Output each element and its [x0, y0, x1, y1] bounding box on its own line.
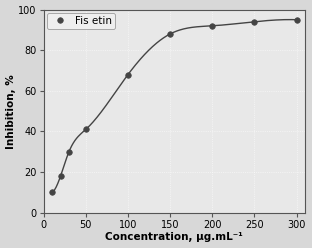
Y-axis label: Inhibition, %: Inhibition, % [6, 74, 16, 149]
Line: Fis etin: Fis etin [49, 17, 300, 195]
Fis etin [50, 191, 54, 194]
Fis etin [253, 20, 256, 23]
Fis etin [295, 18, 299, 21]
Fis etin [168, 32, 172, 35]
Legend: Fis etin: Fis etin [47, 13, 115, 29]
Fis etin [59, 175, 62, 178]
X-axis label: Concentration, μg.mL⁻¹: Concentration, μg.mL⁻¹ [105, 232, 243, 243]
Fis etin [126, 73, 130, 76]
Fis etin [84, 128, 88, 131]
Fis etin [210, 24, 214, 27]
Fis etin [67, 150, 71, 153]
